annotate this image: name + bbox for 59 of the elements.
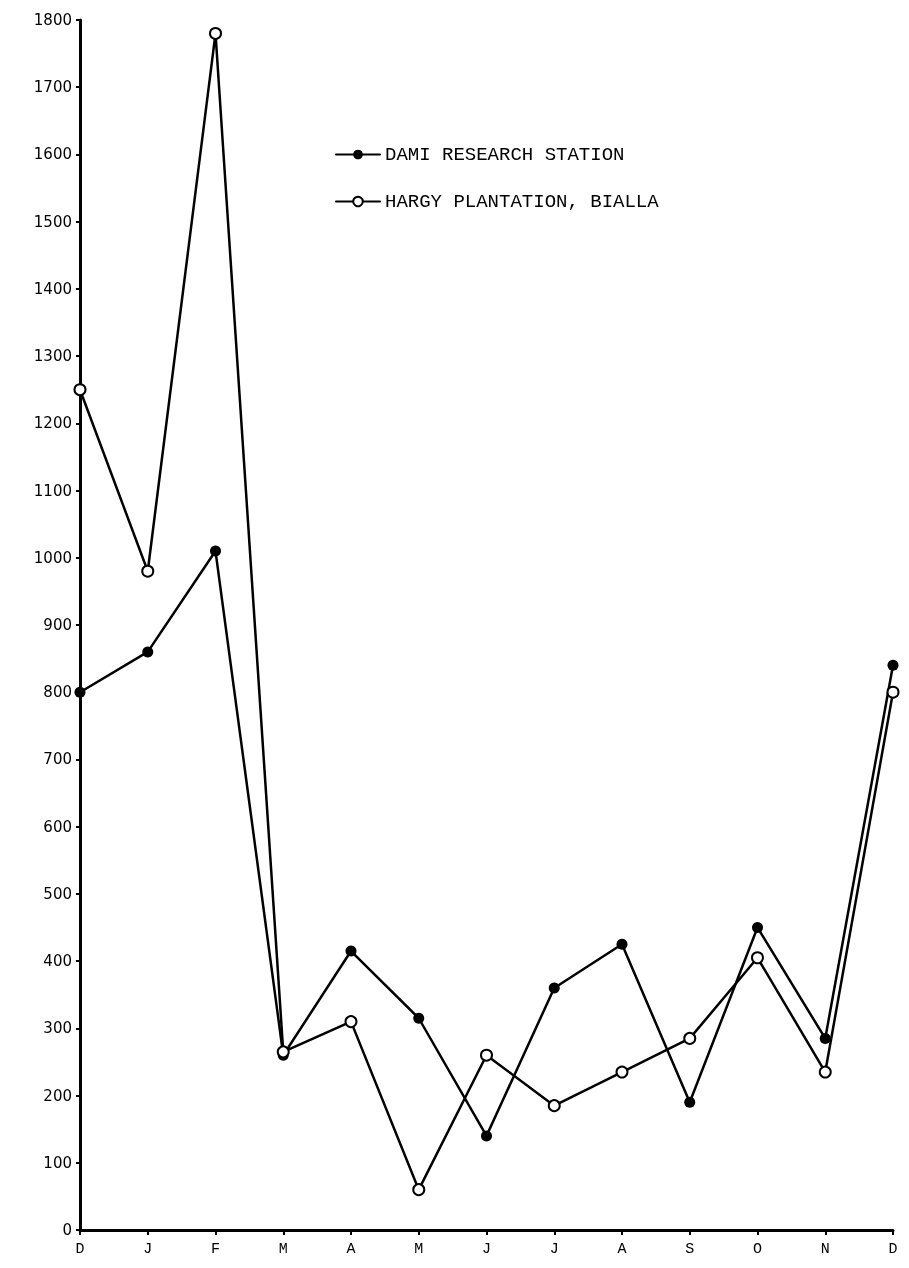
point xyxy=(142,646,154,658)
x-tick-label: M xyxy=(414,1241,424,1258)
y-tick-label: 1200 xyxy=(33,414,72,433)
legend-label: DAMI RESEARCH STATION xyxy=(385,143,625,166)
x-tick-label: M xyxy=(278,1241,288,1258)
point xyxy=(209,26,222,40)
y-tick-label: 300 xyxy=(43,1019,72,1038)
y-tick-label: 1700 xyxy=(33,78,72,97)
y-tick-label: 1100 xyxy=(33,481,72,500)
point xyxy=(412,1183,426,1197)
point xyxy=(683,1031,697,1045)
x-tick-label: J xyxy=(549,1241,559,1258)
y-tick-label: 1000 xyxy=(33,548,72,567)
point xyxy=(141,564,155,578)
point xyxy=(73,383,87,397)
y-tick-label: 400 xyxy=(43,952,72,971)
point xyxy=(616,938,628,950)
y-tick-label: 700 xyxy=(43,750,72,769)
y-tick-label: 1800 xyxy=(33,11,72,29)
y-tick-label: 1400 xyxy=(33,279,72,298)
point xyxy=(752,922,763,933)
x-tick-label: F xyxy=(210,1241,221,1258)
x-tick-label: D xyxy=(888,1241,898,1258)
y-tick-label: 500 xyxy=(43,884,72,903)
y-tick-label: 0 xyxy=(62,1221,72,1239)
y-tick-label: 100 xyxy=(43,1153,72,1172)
point xyxy=(886,685,900,699)
point xyxy=(480,1048,493,1062)
y-tick-label: 1600 xyxy=(33,145,72,164)
y-tick-label: 900 xyxy=(43,616,72,634)
y-tick-label: 200 xyxy=(43,1086,72,1105)
point xyxy=(210,545,221,557)
point xyxy=(276,1045,290,1059)
legend-label: HARGY PLANTATION, BIALLA xyxy=(385,190,660,213)
x-tick-label: N xyxy=(820,1241,830,1258)
y-tick-label: 800 xyxy=(43,683,72,702)
x-tick-label: S xyxy=(685,1241,695,1258)
point xyxy=(345,945,357,957)
x-tick-label: A xyxy=(617,1241,627,1258)
point xyxy=(481,1130,492,1142)
x-tick-label: O xyxy=(752,1241,763,1258)
point xyxy=(548,982,560,994)
y-tick-label: 600 xyxy=(43,817,72,836)
point xyxy=(819,1032,831,1044)
x-tick-label: J xyxy=(143,1241,153,1258)
point xyxy=(547,1099,561,1113)
point xyxy=(818,1065,832,1079)
point xyxy=(74,686,86,698)
point xyxy=(751,951,764,965)
x-tick-label: D xyxy=(75,1241,85,1258)
point xyxy=(684,1096,696,1108)
x-tick-label: A xyxy=(346,1241,356,1258)
point xyxy=(887,659,899,671)
x-tick-label: J xyxy=(481,1241,492,1258)
y-tick-label: 1500 xyxy=(33,212,72,231)
point xyxy=(413,1012,425,1024)
point xyxy=(344,1015,358,1029)
y-tick-label: 1300 xyxy=(33,347,72,366)
point xyxy=(615,1065,629,1079)
